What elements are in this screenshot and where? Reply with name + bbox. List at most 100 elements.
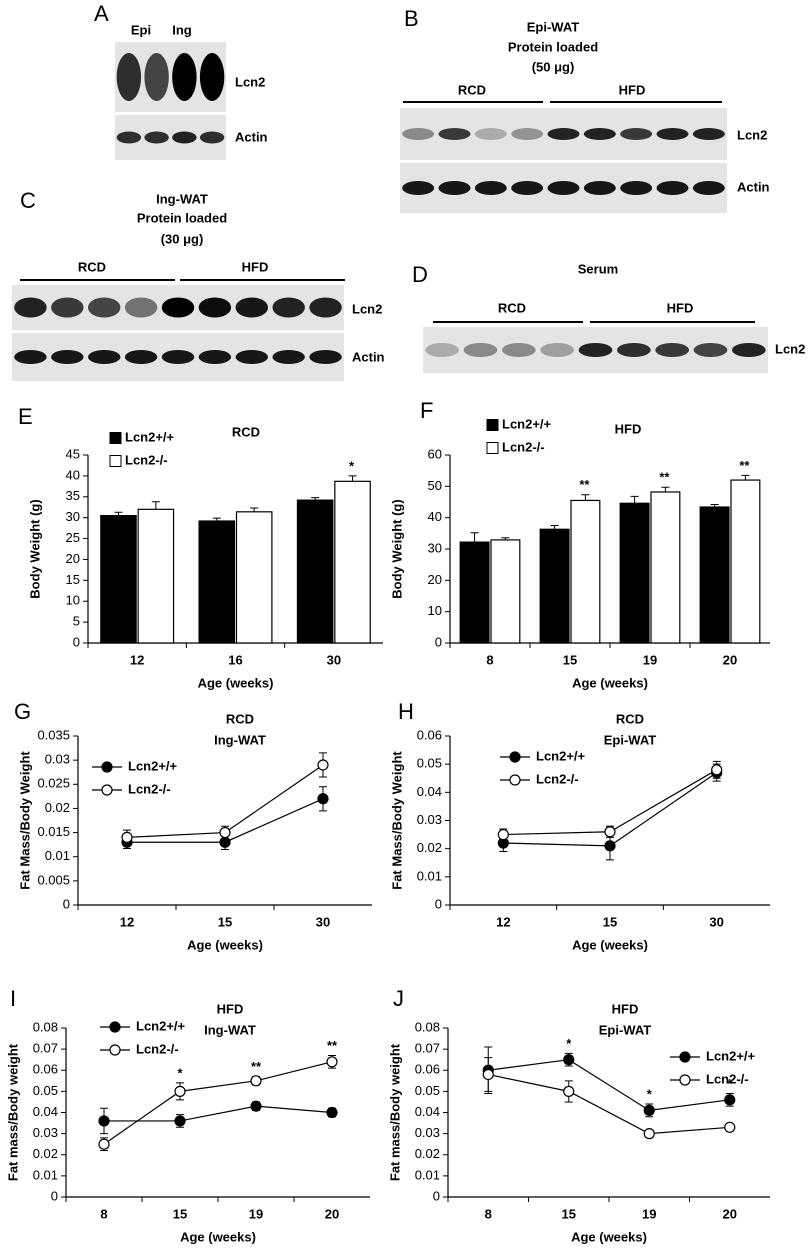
y-axis-title: Fat mass/Body weight xyxy=(387,1043,402,1181)
bar xyxy=(100,514,137,644)
chart-title: RCD xyxy=(232,424,260,439)
y-tick-label: 20 xyxy=(428,572,442,587)
blot-band xyxy=(511,181,544,195)
legend-marker xyxy=(509,751,521,763)
bar xyxy=(235,511,273,644)
blot-band xyxy=(309,297,342,318)
legend-label: Lcn2+/+ xyxy=(706,1048,756,1063)
error-bar xyxy=(741,474,750,481)
y-tick-label: 0.04 xyxy=(417,784,442,799)
row-label: Lcn2 xyxy=(775,341,805,356)
row-label: Lcn2 xyxy=(235,74,265,89)
chart-subtitle: Ing-WAT xyxy=(214,732,266,747)
legend-marker xyxy=(109,1021,121,1033)
y-tick-label: 0.025 xyxy=(37,776,70,791)
y-tick-label: 0 xyxy=(435,634,442,649)
y-tick-label: 0.035 xyxy=(37,727,70,742)
blot-band xyxy=(693,343,728,357)
panel-letter: H xyxy=(398,699,414,724)
marker xyxy=(326,1056,338,1068)
blot-band xyxy=(656,128,689,140)
marker xyxy=(643,1104,655,1116)
bar xyxy=(730,479,761,644)
blot-band xyxy=(616,343,651,357)
blot-title: (30 μg) xyxy=(161,231,204,246)
blot-band xyxy=(14,350,47,364)
blot-band xyxy=(144,131,169,144)
blot-band xyxy=(583,181,616,195)
group-label: HFD xyxy=(619,82,646,97)
group-label: HFD xyxy=(242,259,269,274)
bar xyxy=(699,506,730,644)
legend-marker xyxy=(679,1051,691,1063)
row-label: Actin xyxy=(352,349,385,364)
y-tick-label: 0.07 xyxy=(33,1041,58,1056)
legend-swatch xyxy=(486,442,499,454)
marker xyxy=(174,1085,186,1097)
blot-band xyxy=(172,131,197,144)
chart-title: HFD xyxy=(615,421,642,436)
blot-band xyxy=(161,350,195,364)
legend-label: Lcn2+/+ xyxy=(136,1018,186,1033)
y-tick-label: 20 xyxy=(66,551,80,566)
x-tick-label: 15 xyxy=(173,1206,187,1221)
group-label: RCD xyxy=(498,300,526,315)
marker xyxy=(724,1094,736,1106)
y-tick-label: 0.02 xyxy=(45,800,70,815)
chart-title: RCD xyxy=(226,711,254,726)
legend-label: Lcn2-/- xyxy=(125,452,168,467)
blot-band xyxy=(438,128,471,140)
group-label: HFD xyxy=(667,300,694,315)
y-tick-label: 0.08 xyxy=(415,1019,440,1034)
y-tick-label: 0.03 xyxy=(415,1125,440,1140)
bar xyxy=(296,499,334,644)
y-tick-label: 10 xyxy=(66,593,80,608)
y-axis-title: Fat Mass/Body Weight xyxy=(389,751,404,890)
row-label: Actin xyxy=(235,129,268,144)
line xyxy=(103,1061,333,1145)
error-bar xyxy=(114,511,123,516)
x-tick-label: 12 xyxy=(120,914,134,929)
blot-band xyxy=(198,297,232,318)
chart-subtitle: Epi-WAT xyxy=(599,1022,652,1037)
y-axis-title: Fat mass/Body weight xyxy=(5,1043,20,1181)
panel-letter: C xyxy=(20,188,36,213)
blot-band xyxy=(161,297,195,318)
marker xyxy=(604,840,616,852)
blot-band xyxy=(547,181,580,195)
x-tick-label: 30 xyxy=(327,652,341,667)
y-tick-label: 0.06 xyxy=(417,727,442,742)
y-tick-label: 0.01 xyxy=(45,848,70,863)
marker xyxy=(174,1115,186,1127)
marker xyxy=(711,764,723,776)
bar xyxy=(334,480,371,644)
blot-band xyxy=(402,181,435,195)
panel-letter: F xyxy=(420,398,433,423)
y-tick-label: 0.005 xyxy=(37,872,70,887)
y-tick-label: 0.01 xyxy=(33,1167,58,1182)
y-tick-label: 45 xyxy=(66,446,80,461)
y-tick-label: 0.02 xyxy=(415,1146,440,1161)
y-tick-label: 0.03 xyxy=(45,752,70,767)
panel-letter: E xyxy=(18,404,33,429)
error-bar xyxy=(151,501,160,510)
blot-band xyxy=(87,350,121,364)
x-tick-label: 19 xyxy=(249,1206,263,1221)
y-tick-label: 10 xyxy=(428,603,442,618)
bar xyxy=(198,520,236,644)
y-tick-label: 0.04 xyxy=(33,1104,58,1119)
blot-band xyxy=(425,343,460,357)
bar xyxy=(459,541,490,644)
lane-label: Ing xyxy=(172,22,192,37)
marker xyxy=(643,1128,655,1140)
marker xyxy=(219,826,231,839)
y-tick-label: 0.03 xyxy=(33,1125,58,1140)
blot-band xyxy=(501,343,536,357)
x-tick-label: 20 xyxy=(325,1206,339,1221)
blot-band xyxy=(272,350,305,364)
x-tick-label: 12 xyxy=(130,652,144,667)
x-axis-title: Age (weeks) xyxy=(572,937,648,952)
error-bar xyxy=(710,504,719,508)
chart-subtitle: Ing-WAT xyxy=(204,1022,256,1037)
